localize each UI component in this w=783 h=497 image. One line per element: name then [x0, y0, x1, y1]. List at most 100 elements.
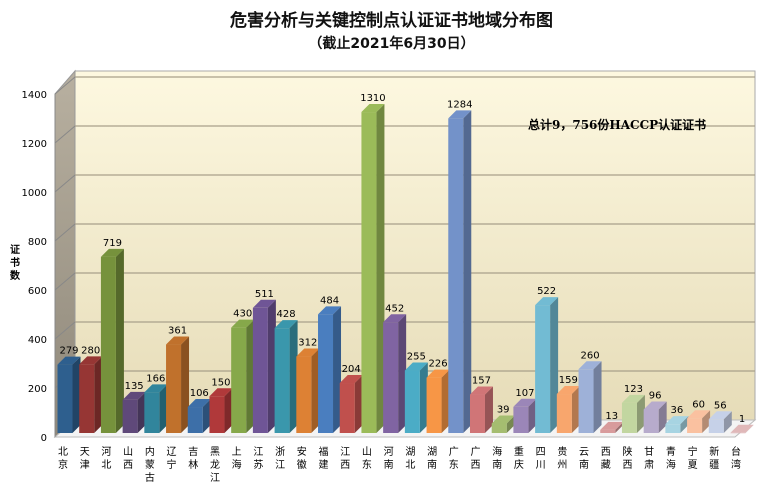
- bar: [57, 364, 73, 433]
- data-label: 39: [497, 404, 510, 415]
- x-tick-label: 黑: [210, 446, 220, 458]
- x-tick-label: 蒙: [145, 458, 155, 471]
- bar-side: [354, 375, 363, 433]
- x-tick-label: 东: [449, 458, 459, 471]
- y-tick-label: 1200: [22, 139, 47, 150]
- x-tick-label: 北: [101, 459, 111, 471]
- data-label: 312: [298, 338, 317, 349]
- x-tick-label: 庆: [514, 458, 524, 471]
- x-tick-label: 川: [536, 460, 546, 471]
- bar: [535, 305, 551, 433]
- bar-top: [361, 104, 385, 113]
- bar-side: [419, 362, 428, 433]
- x-tick-label: 北: [58, 446, 68, 458]
- bar-side: [593, 361, 602, 433]
- x-tick-label: 北: [405, 459, 415, 471]
- bar-top: [339, 375, 363, 384]
- bar: [556, 394, 572, 433]
- x-tick-label: 广: [449, 446, 459, 458]
- data-label: 1310: [360, 93, 385, 104]
- x-tick-label: 肃: [644, 459, 654, 471]
- x-tick-label: 宁: [688, 445, 698, 458]
- bar-side: [528, 398, 537, 433]
- bar-top: [296, 348, 320, 357]
- bar-top: [209, 388, 233, 397]
- data-label: 13: [605, 411, 618, 422]
- x-tick-label: 山: [362, 446, 372, 458]
- x-tick-label: 湾: [731, 458, 741, 471]
- bar-side: [333, 306, 342, 433]
- x-tick-label: 陕: [622, 445, 632, 458]
- bar-side: [202, 399, 211, 433]
- bar-top: [252, 299, 276, 308]
- bar-side: [745, 424, 754, 433]
- data-label: 226: [429, 359, 448, 370]
- bar: [274, 328, 290, 433]
- data-label: 135: [125, 381, 144, 392]
- x-tick-label: 河: [101, 446, 111, 458]
- data-label: 1284: [447, 99, 472, 110]
- gridline-side: [54, 272, 76, 291]
- bar-side: [246, 319, 255, 433]
- bar-side: [550, 297, 559, 433]
- bar-side: [615, 421, 624, 433]
- data-label: 166: [146, 373, 165, 384]
- x-tick-label: 新: [709, 445, 719, 458]
- bar-side: [680, 416, 689, 433]
- bar-top: [404, 362, 428, 371]
- bar: [621, 402, 637, 433]
- bar: [491, 423, 507, 433]
- x-tick-label: 南: [384, 458, 394, 471]
- x-tick-label: 甘: [644, 445, 654, 458]
- data-label: 106: [190, 388, 209, 399]
- x-tick-label: 安: [297, 445, 307, 458]
- bar-side: [72, 356, 81, 433]
- bar: [144, 392, 160, 433]
- bar-top: [665, 416, 689, 425]
- x-tick-label: 西: [601, 447, 611, 458]
- x-tick-label: 州: [557, 459, 567, 471]
- data-label: 260: [580, 350, 599, 361]
- data-label: 719: [103, 238, 122, 249]
- x-tick-label: 南: [492, 458, 502, 471]
- bar: [252, 307, 268, 433]
- y-axis-label: 证书数: [10, 245, 20, 282]
- bar-top: [469, 386, 493, 395]
- data-label: 1: [739, 414, 745, 425]
- bar: [339, 383, 355, 433]
- bar: [600, 429, 616, 433]
- bar: [469, 394, 485, 433]
- x-tick-label: 广: [470, 446, 480, 458]
- x-tick-label: 江: [253, 446, 263, 458]
- bar-top: [600, 421, 624, 430]
- data-label: 123: [624, 384, 643, 395]
- bar-top: [274, 320, 298, 329]
- data-label: 511: [255, 289, 274, 300]
- bar-side: [224, 388, 233, 433]
- x-tick-label: 江: [275, 459, 285, 471]
- data-label: 96: [649, 390, 662, 401]
- bar: [187, 407, 203, 433]
- gridline-side: [54, 76, 76, 95]
- bar-side: [289, 320, 298, 433]
- total-annotation: 总计9，756份HACCP认证证书: [528, 118, 707, 132]
- x-tick-label: 海: [666, 458, 676, 471]
- x-tick-label: 海: [232, 458, 242, 471]
- data-label: 60: [692, 399, 705, 410]
- x-tick-label: 古: [145, 471, 155, 484]
- data-label: 361: [168, 326, 187, 337]
- bar-top: [122, 391, 146, 400]
- x-tick-label: 西: [470, 460, 480, 471]
- data-label: 157: [472, 376, 491, 387]
- x-tick-label: 台: [731, 445, 741, 458]
- gridline-side: [54, 223, 76, 242]
- bar-top: [231, 319, 255, 328]
- bar-side: [441, 369, 450, 433]
- bar-top: [448, 110, 472, 119]
- bar-side: [137, 391, 146, 433]
- bar-side: [181, 336, 190, 433]
- data-label: 430: [233, 309, 252, 320]
- data-label: 484: [320, 295, 339, 306]
- bar-top: [491, 415, 515, 424]
